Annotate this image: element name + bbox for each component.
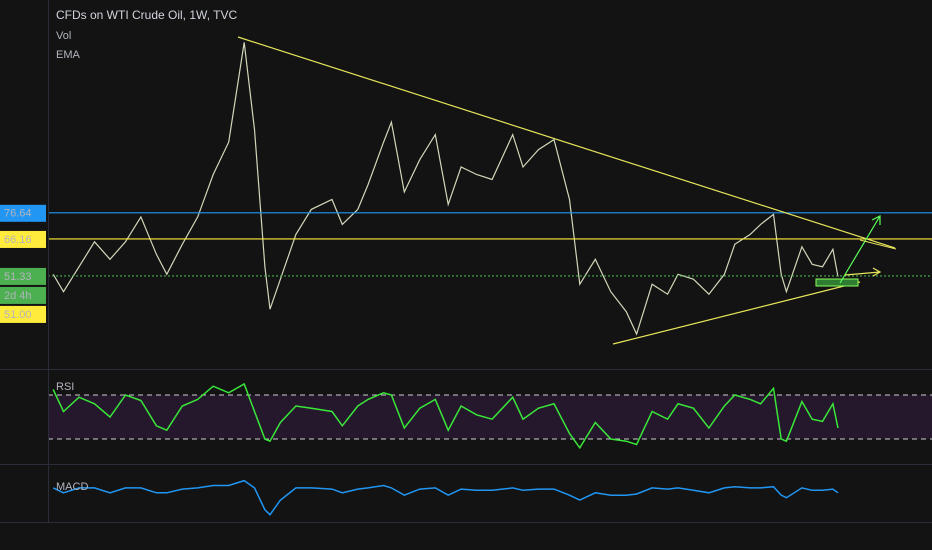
zone [815,278,859,287]
pane-title: MACD [56,481,88,493]
countdown-box [0,286,46,304]
arrow [859,239,897,250]
series-line [52,42,839,336]
indicator-label: Vol [56,30,71,42]
price-label-box [0,267,46,285]
series-line [52,382,839,450]
price-label: 76.64 [4,208,32,220]
price-label-box [0,230,46,248]
arrow [839,215,881,284]
rsi-band [48,394,932,440]
countdown-label: 2d 4h [4,290,32,302]
price-label: 51.33 [4,271,32,283]
arrow-head [872,267,882,277]
grid [48,394,932,440]
indicator-label: EMA [56,49,81,61]
arrow-head [871,215,881,225]
trend-line [237,36,896,249]
price-label: 66.16 [4,234,32,246]
trend-line [612,281,861,345]
price-label-box [0,305,46,323]
series-line [52,479,839,516]
arrow [844,271,881,276]
labels: 76.64 66.16 51.33 2d 4h 51.00 [0,204,46,323]
price-label-box [0,204,46,222]
chart-title: CFDs on WTI Crude Oil, 1W, TVC [56,8,237,22]
pane-title: RSI [56,381,74,393]
price-label: 51.00 [4,309,32,321]
